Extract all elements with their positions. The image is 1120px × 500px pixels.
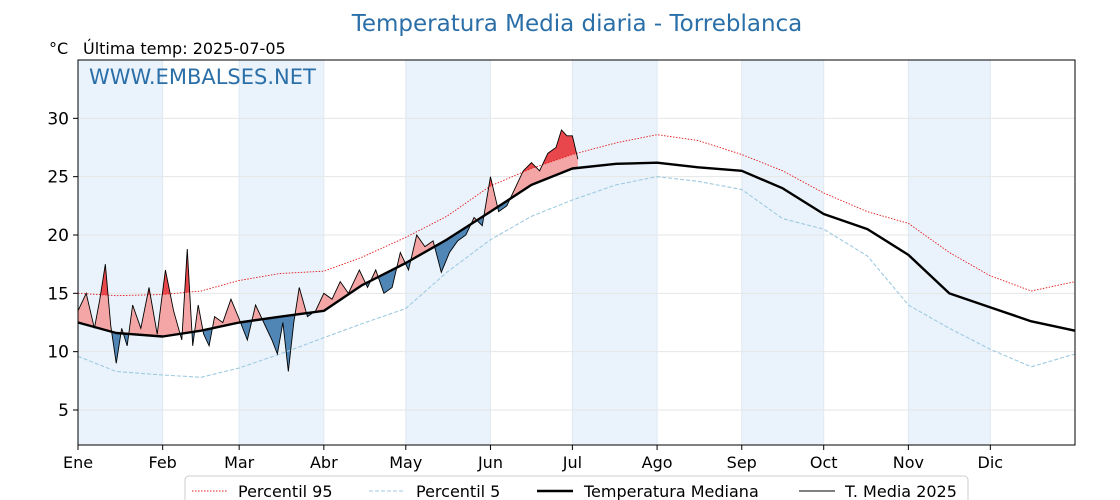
above-median-fill-8 <box>295 287 307 315</box>
plot-frame <box>77 59 1076 446</box>
x-tick-label-Nov: Nov <box>893 453 924 472</box>
above-p95-fill-1 <box>101 264 109 296</box>
x-tick-label-Jul: Jul <box>562 453 582 472</box>
x-tick-label-Feb: Feb <box>149 453 177 472</box>
legend-label-0: Percentil 95 <box>238 482 333 500</box>
y-axis-unit: °C <box>49 39 68 58</box>
month-band-Sep <box>741 60 824 445</box>
x-tick-label-Ago: Ago <box>642 453 673 472</box>
x-tick-label-Oct: Oct <box>810 453 838 472</box>
legend-label-2: Temperatura Mediana <box>583 482 759 500</box>
month-band-Nov <box>908 60 991 445</box>
chart-title: Temperatura Media diaria - Torreblanca <box>351 11 803 37</box>
above-median-fill-12 <box>411 235 435 260</box>
above-p95-fill-6 <box>523 162 536 172</box>
y-tick-label-25: 25 <box>47 168 69 188</box>
series-line-mediana <box>77 161 1076 338</box>
x-tick-label-Jun: Jun <box>477 453 503 472</box>
x-tick-label-Mar: Mar <box>224 453 255 472</box>
x-ticks: Ene Feb Mar Abr May Jun Jul Ago Sep Oct Nov Dic <box>63 445 1003 472</box>
y-tick-label-30: 30 <box>47 109 69 129</box>
x-tick-label-May: May <box>389 453 422 472</box>
above-p95-fill-5 <box>489 176 492 187</box>
grid-lines <box>77 60 1075 445</box>
month-bands <box>78 60 991 445</box>
above-median-fill-5 <box>194 305 203 332</box>
y-tick-label-15: 15 <box>47 284 69 304</box>
x-tick-label-Abr: Abr <box>310 453 338 472</box>
below-median-fill-10 <box>378 267 397 294</box>
above-median-fill-0 <box>78 293 94 327</box>
above-median-fill-1 <box>95 264 112 332</box>
series-line-media-2025 <box>77 129 579 372</box>
below-median-fill-12 <box>435 224 471 273</box>
series-line-percentil-95 <box>77 134 1076 297</box>
legend: Percentil 95 Percentil 5 Temperatura Media… <box>184 475 969 500</box>
below-median-fill-1 <box>112 331 121 364</box>
below-median-fill-7 <box>262 314 295 372</box>
legend-box <box>184 475 969 500</box>
series-lines <box>77 129 1076 378</box>
x-tick-label-Sep: Sep <box>727 453 757 472</box>
legend-label-3: T. Media 2025 <box>844 482 957 500</box>
y-ticks: 5 10 15 20 25 30 <box>47 109 78 421</box>
y-tick-label-20: 20 <box>47 226 69 246</box>
month-band-Mar <box>239 60 324 445</box>
series-line-percentil-5 <box>77 176 1076 378</box>
above-p95-fill-4 <box>185 249 190 293</box>
above-p95-fill-3 <box>162 270 170 295</box>
x-tick-label-Dic: Dic <box>978 453 1004 472</box>
last-temp-subtitle: Última temp: 2025-07-05 <box>83 39 286 58</box>
above-median-fill-14 <box>484 176 498 216</box>
month-band-Ene <box>78 60 163 445</box>
fill-areas <box>78 130 578 372</box>
x-tick-label-Ene: Ene <box>63 453 93 472</box>
legend-label-1: Percentil 5 <box>416 482 500 500</box>
y-tick-label-5: 5 <box>58 401 69 421</box>
month-band-Jul <box>572 60 658 445</box>
watermark: WWW.EMBALSES.NET <box>89 65 316 89</box>
above-median-fill-9 <box>314 270 366 313</box>
below-median-fill-6 <box>240 320 252 340</box>
above-median-fill-7 <box>252 305 262 321</box>
y-tick-label-10: 10 <box>47 343 69 363</box>
